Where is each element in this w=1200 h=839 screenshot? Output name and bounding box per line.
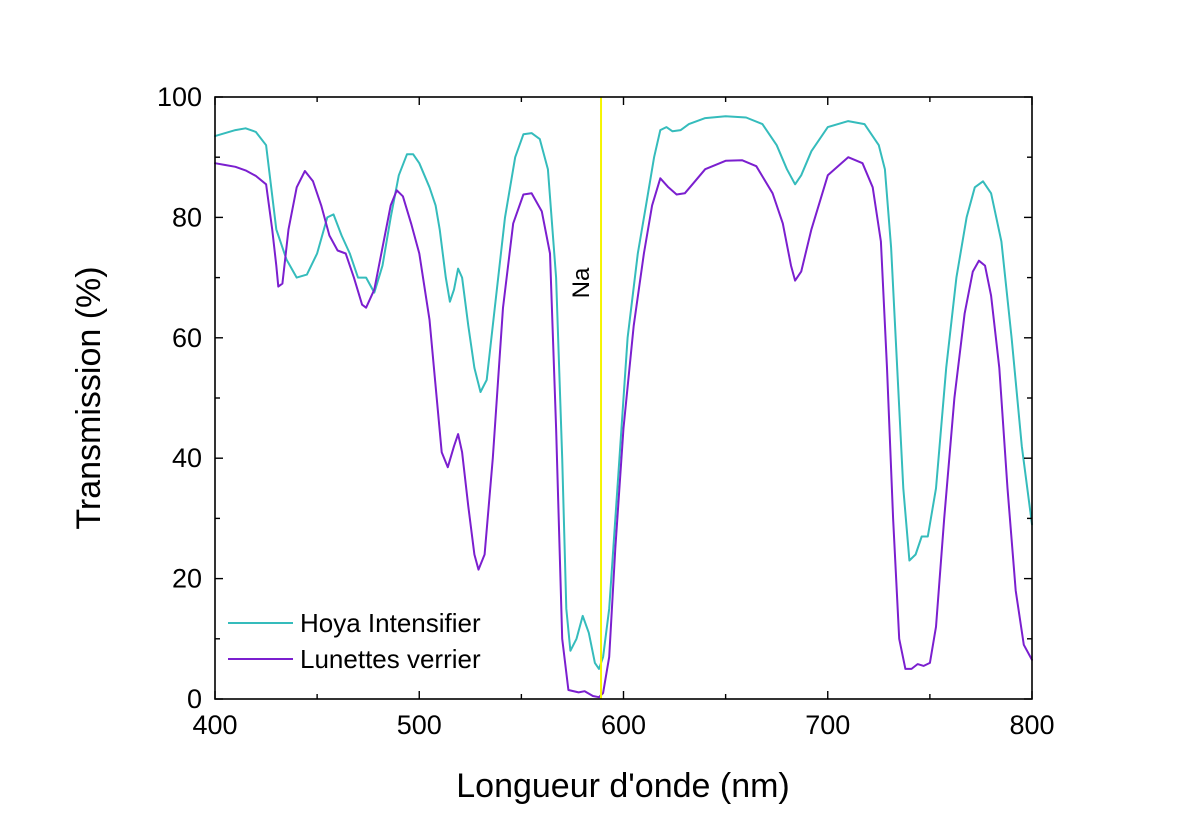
na-reference-label: Na <box>568 267 595 298</box>
plot-layer: Na <box>214 97 1033 699</box>
y-tick-label: 40 <box>172 443 202 473</box>
x-axis-title: Longueur d'onde (nm) <box>456 767 790 805</box>
x-tick-label: 700 <box>805 710 850 740</box>
ticks-layer: 400 500 600 700 800 0 20 40 60 80 100 <box>157 82 1055 740</box>
x-tick-label: 400 <box>192 710 237 740</box>
legend-label-hoya: Hoya Intensifier <box>300 608 481 638</box>
y-axis-title: Transmission (%) <box>70 266 108 529</box>
y-tick-label: 20 <box>172 564 202 594</box>
x-tick-label: 600 <box>601 710 646 740</box>
legend: Hoya Intensifier Lunettes verrier <box>228 608 481 674</box>
y-tick-label: 60 <box>172 323 202 353</box>
y-tick-label: 80 <box>172 202 202 232</box>
x-tick-label: 500 <box>397 710 442 740</box>
y-tick-label: 0 <box>187 684 202 714</box>
legend-label-lunettes: Lunettes verrier <box>300 644 481 674</box>
x-tick-label: 800 <box>1009 710 1054 740</box>
series-line-0 <box>214 115 1033 670</box>
y-tick-label: 100 <box>157 82 202 112</box>
series-line-1 <box>214 156 1033 699</box>
